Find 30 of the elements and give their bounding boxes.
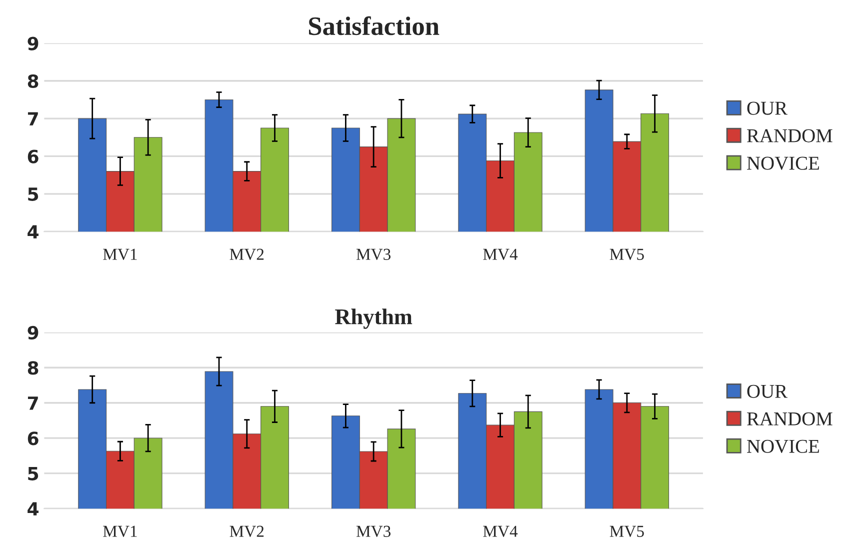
y-tick-label: 8 [28,361,38,375]
legend-label: NOVICE [747,156,819,170]
x-tick-label: MV2 [230,526,264,538]
y-tick-label: 7 [28,396,38,410]
x-tick-label: MV5 [610,248,644,260]
x-tick-label: MV2 [230,248,264,260]
x-tick-label: MV5 [610,526,644,538]
legend-label: RANDOM [747,412,832,426]
y-tick-label: 7 [28,112,38,126]
y-tick-label: 6 [28,432,38,446]
x-tick-label: MV3 [356,526,391,538]
y-tick-label: 5 [28,467,38,480]
x-tick-label: MV3 [356,248,391,260]
x-tick-label: MV1 [103,526,137,538]
y-tick-label: 6 [28,150,38,164]
y-tick-label: 8 [28,74,38,88]
x-tick-label: MV1 [103,248,137,260]
y-tick-label: 4 [28,225,39,238]
chart-title: Rhythm [335,308,412,329]
chart-title: Satisfaction [309,16,440,36]
x-tick-label: MV4 [483,526,518,538]
x-tick-label: MV4 [483,248,518,260]
legend-label: NOVICE [747,440,819,453]
legend-label: RANDOM [747,129,832,142]
y-tick-label: 4 [28,502,39,516]
y-tick-label: 9 [28,36,38,50]
y-tick-label: 9 [28,326,38,340]
y-tick-label: 5 [28,188,38,202]
legend-label: OUR [747,384,788,398]
legend-label: OUR [747,102,788,115]
